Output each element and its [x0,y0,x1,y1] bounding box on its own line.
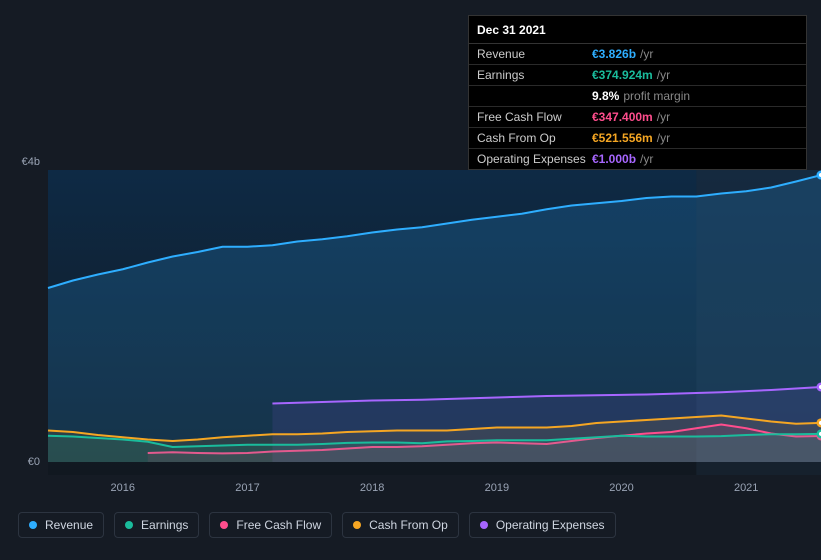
chart-legend: Revenue Earnings Free Cash Flow Cash From O… [18,512,616,538]
chart-plot-area[interactable] [18,170,821,475]
tooltip-row: Earnings€374.924m/yr [469,65,806,86]
legend-item-operating-expenses[interactable]: Operating Expenses [469,512,616,538]
tooltip-metric-value: €347.400m [592,109,653,125]
tooltip-subrow: 9.8%profit margin [469,86,806,107]
tooltip-metric-label: Revenue [477,46,592,62]
chart-tooltip: Dec 31 2021 Revenue€3.826b/yrEarnings€37… [468,15,807,170]
tooltip-date: Dec 31 2021 [469,16,806,44]
tooltip-row: Revenue€3.826b/yr [469,44,806,65]
x-tick-2020: 2020 [609,482,633,494]
y-tick-4b: €4b [0,156,40,168]
legend-item-revenue[interactable]: Revenue [18,512,104,538]
x-tick-2018: 2018 [360,482,384,494]
tooltip-metric-label: Operating Expenses [477,151,592,167]
tooltip-metric-label: Earnings [477,67,592,83]
legend-label: Cash From Op [369,518,448,532]
chart-svg [18,170,821,475]
tooltip-metric-label: Cash From Op [477,130,592,146]
tooltip-metric-unit: /yr [657,130,670,146]
financial-chart-page: Dec 31 2021 Revenue€3.826b/yrEarnings€37… [0,0,821,560]
tooltip-sub-value: 9.8%profit margin [592,88,690,104]
tooltip-metric-value: €1.000b [592,151,636,167]
x-tick-2017: 2017 [235,482,259,494]
tooltip-sub-label: profit margin [623,89,690,103]
legend-label: Earnings [141,518,188,532]
tooltip-rows: Revenue€3.826b/yrEarnings€374.924m/yr9.8… [469,44,806,169]
x-tick-2019: 2019 [485,482,509,494]
tooltip-metric-unit: /yr [657,109,670,125]
legend-swatch-icon [480,521,488,529]
x-tick-2021: 2021 [734,482,758,494]
tooltip-metric-unit: /yr [657,67,670,83]
tooltip-metric-unit: /yr [640,151,653,167]
tooltip-row: Cash From Op€521.556m/yr [469,128,806,149]
tooltip-metric-label: Free Cash Flow [477,109,592,125]
legend-swatch-icon [125,521,133,529]
legend-label: Revenue [45,518,93,532]
legend-swatch-icon [353,521,361,529]
legend-label: Free Cash Flow [236,518,321,532]
tooltip-metric-value: €3.826b [592,46,636,62]
legend-item-free-cash-flow[interactable]: Free Cash Flow [209,512,332,538]
tooltip-row: Operating Expenses€1.000b/yr [469,149,806,169]
tooltip-metric-value: €374.924m [592,67,653,83]
x-tick-2016: 2016 [111,482,135,494]
legend-swatch-icon [29,521,37,529]
tooltip-metric-value: €521.556m [592,130,653,146]
legend-label: Operating Expenses [496,518,605,532]
legend-item-earnings[interactable]: Earnings [114,512,199,538]
tooltip-row: Free Cash Flow€347.400m/yr [469,107,806,128]
tooltip-metric-unit: /yr [640,46,653,62]
legend-swatch-icon [220,521,228,529]
legend-item-cash-from-op[interactable]: Cash From Op [342,512,459,538]
